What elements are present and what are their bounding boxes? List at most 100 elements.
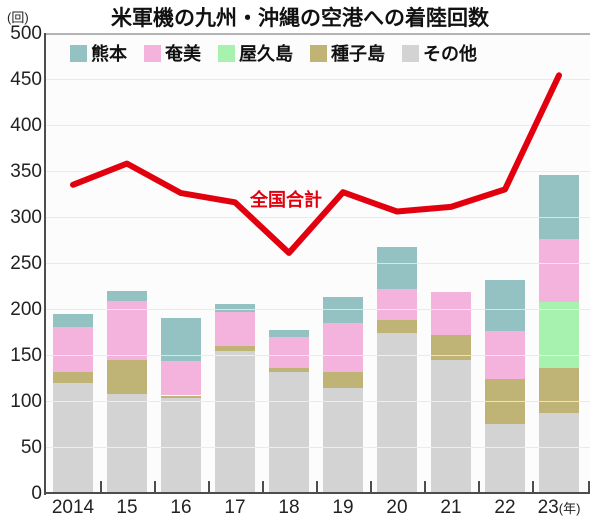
legend-item-その他: その他 [402,40,477,66]
national-total-polyline [70,72,562,256]
bar-segment-種子島 [269,367,309,372]
x-axis-tick [262,481,264,493]
gridline-overlay [46,447,590,448]
stacked-bar-17 [215,303,255,493]
x-axis-tick [370,481,372,493]
y-axis-label-500: 500 [10,23,42,44]
chart-title: 米軍機の九州・沖縄の空港への着陸回数 [111,7,489,30]
x-axis-label-21: 21 [440,497,462,518]
y-axis-label-100: 100 [10,391,42,412]
bar-segment-熊本 [377,247,417,289]
x-axis-label-23: 23(年) [537,497,581,518]
x-axis-tick [316,481,318,493]
legend-label-屋久島: 屋久島 [239,44,293,64]
bar-segment-奄美 [161,361,201,396]
y-axis-label-200: 200 [10,299,42,320]
stacked-bar-19 [323,297,363,493]
bar-segment-熊本 [161,318,201,362]
y-axis-label-350: 350 [10,161,42,182]
y-axis-label-0: 0 [31,483,42,504]
bar-segment-奄美 [215,311,255,346]
bar-segment-奄美 [539,239,579,302]
legend-label-熊本: 熊本 [91,44,127,64]
gridline-overlay [46,309,590,310]
bar-segment-種子島 [215,345,255,352]
y-axis-line [44,33,46,495]
bar-segment-その他 [485,424,525,493]
y-axis-label-300: 300 [10,207,42,228]
bar-segment-奄美 [377,288,417,321]
y-axis-label-150: 150 [10,345,42,366]
legend-label-奄美: 奄美 [165,44,201,64]
bar-segment-奄美 [431,292,471,335]
x-axis-tick [208,481,210,493]
y-axis-label-250: 250 [10,253,42,274]
gridline-overlay [46,355,590,356]
bar-segment-その他 [377,332,417,493]
bar-segment-熊本 [269,330,309,337]
legend-item-種子島: 種子島 [310,40,385,66]
national-total-line [70,72,562,256]
bar-segment-熊本 [539,174,579,240]
gridline-overlay [46,263,590,264]
bar-segment-その他 [215,351,255,493]
stacked-bar-16 [161,318,201,493]
gridline [46,33,590,35]
gridline-overlay [46,401,590,402]
y-axis-label-400: 400 [10,115,42,136]
x-axis-label-16: 16 [170,497,192,518]
legend-item-奄美: 奄美 [144,40,201,66]
bar-segment-奄美 [53,327,93,372]
legend-label-種子島: 種子島 [331,44,385,64]
bar-segment-その他 [539,412,579,493]
bar-segment-屋久島 [539,301,579,368]
legend-item-熊本: 熊本 [70,40,127,66]
legend-swatch-熊本 [70,44,87,62]
legend-swatch-種子島 [310,44,327,62]
national-total-label: 全国合計 [250,190,322,210]
stacked-bar-18 [269,330,309,493]
legend-swatch-奄美 [144,44,161,62]
x-axis-end-tick [588,481,590,493]
x-axis-label-19: 19 [332,497,354,518]
bar-segment-奄美 [323,322,363,372]
x-axis-label-20: 20 [386,497,408,518]
x-axis-label-15: 15 [116,497,138,518]
stacked-bar-23 [539,174,579,493]
bar-segment-種子島 [161,395,201,399]
x-axis-tick [478,481,480,493]
y-axis-label-450: 450 [10,69,42,90]
legend-swatch-その他 [402,44,419,62]
legend-label-その他: その他 [423,44,477,64]
gridline-overlay [46,79,590,80]
bar-segment-種子島 [107,359,147,394]
bar-segment-種子島 [323,371,363,389]
x-axis-tick [154,481,156,493]
x-axis-label-2014: 2014 [51,497,95,518]
bar-segment-その他 [323,388,363,493]
bar-segment-熊本 [107,290,147,301]
x-axis-tick [532,481,534,493]
y-axis-unit-label: (回) [7,10,29,25]
bar-segment-奄美 [107,300,147,360]
plot-area: 全国合計 熊本 奄美 屋久島 種子島 その他 [46,33,590,493]
stacked-bar-20 [377,247,417,493]
bar-segment-その他 [161,398,201,493]
bar-segment-熊本 [485,279,525,332]
bar-segment-奄美 [269,336,309,368]
bar-segment-その他 [431,359,471,493]
x-axis-label-18: 18 [278,497,300,518]
x-axis-tick [100,481,102,493]
bar-segment-その他 [269,371,309,493]
bar-segment-種子島 [539,367,579,413]
legend-item-屋久島: 屋久島 [218,40,293,66]
x-axis-label-22: 22 [494,497,516,518]
legend-swatch-屋久島 [218,44,235,62]
x-axis-tick [424,481,426,493]
bar-segment-種子島 [377,320,417,333]
bar-segment-種子島 [53,371,93,383]
legend: 熊本 奄美 屋久島 種子島 その他 [70,40,477,66]
stacked-bar-15 [107,290,147,493]
x-axis-unit-suffix: (年) [558,501,581,516]
